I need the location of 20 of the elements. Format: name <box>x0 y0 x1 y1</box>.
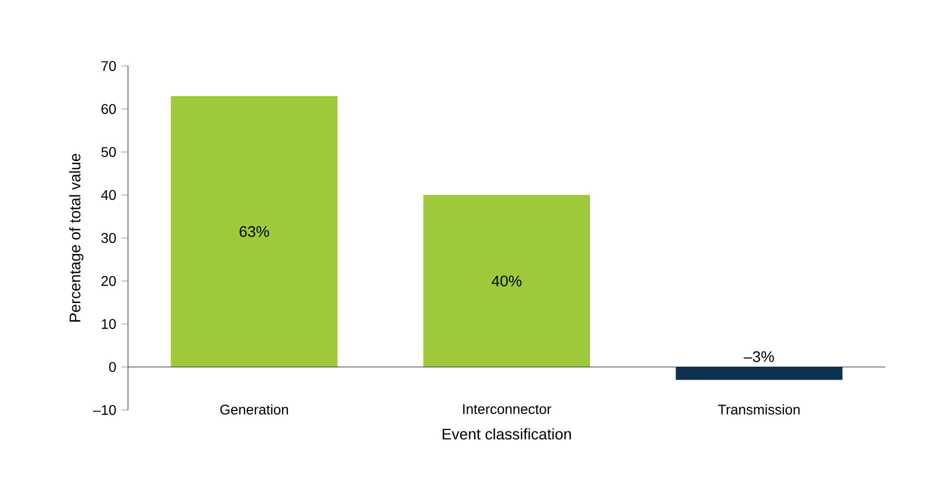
y-tick-label: 40 <box>101 190 116 200</box>
x-tick-label: Interconnector <box>463 404 552 414</box>
x-tick-label: Generation <box>220 404 288 415</box>
bar <box>676 367 842 380</box>
y-tick-label: –10 <box>93 405 116 415</box>
y-tick-label: 60 <box>102 104 116 114</box>
y-tick-label: 70 <box>102 61 116 71</box>
y-tick-label: 0 <box>109 362 116 372</box>
data-label: 40% <box>492 276 522 286</box>
y-tick-label: 10 <box>102 319 116 329</box>
x-tick-label: Transmission <box>718 404 800 415</box>
y-tick-label: 30 <box>101 233 116 243</box>
bar <box>423 195 590 367</box>
bar <box>170 96 338 367</box>
y-tick-label: 20 <box>102 276 116 286</box>
x-axis-title: Event classification <box>442 428 571 440</box>
data-label: –3% <box>744 351 774 362</box>
data-label: 63% <box>240 226 270 237</box>
y-tick-label: 50 <box>101 147 116 157</box>
y-axis-title: Percentage of total value <box>69 154 84 322</box>
